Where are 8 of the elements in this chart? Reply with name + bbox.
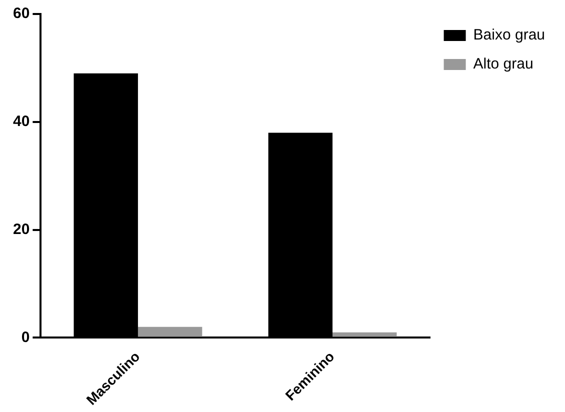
legend-label: Baixo grau xyxy=(473,26,546,44)
y-tick-label: 40 xyxy=(12,113,30,130)
legend-label: Alto grau xyxy=(473,56,534,73)
y-tick-label: 20 xyxy=(12,220,30,238)
bar xyxy=(138,326,202,337)
y-tick-label: 0 xyxy=(21,328,30,346)
bar xyxy=(332,332,397,337)
y-tick-label: 60 xyxy=(12,5,30,22)
